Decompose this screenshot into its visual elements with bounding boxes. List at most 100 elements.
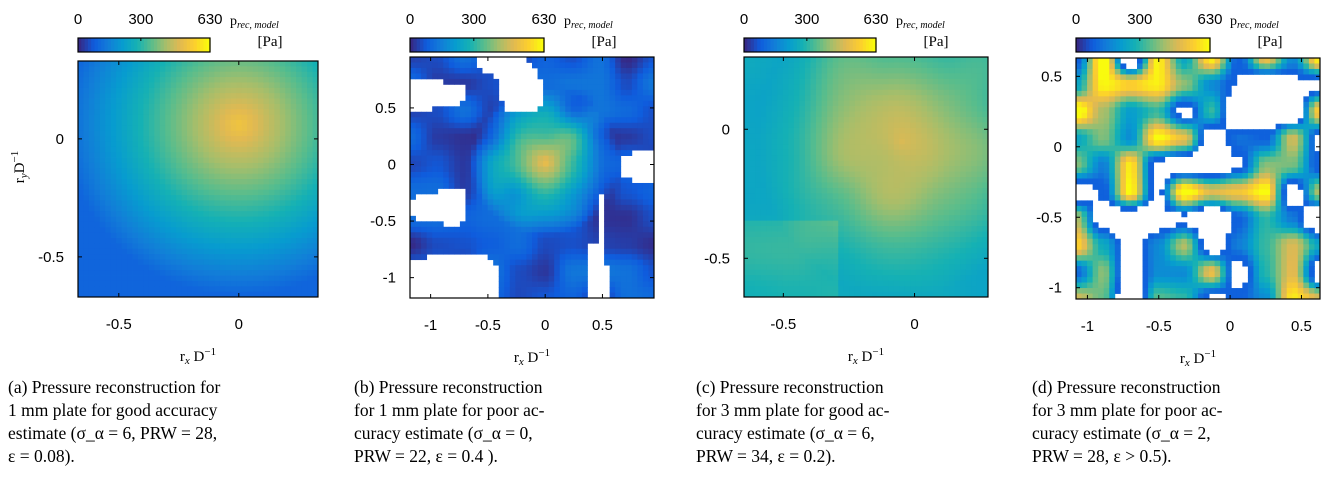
colorbar-swatch <box>520 38 525 52</box>
colorbar-swatch <box>829 38 834 52</box>
heatmap-cell <box>854 78 861 85</box>
heatmap-cell <box>626 106 633 113</box>
heatmap-cell <box>805 247 811 254</box>
heatmap-cell <box>116 146 123 153</box>
heatmap-cell <box>893 291 900 298</box>
heatmap-cell <box>132 259 139 266</box>
heatmap-cell <box>465 172 472 178</box>
heatmap-cell <box>121 264 128 271</box>
heatmap-cell <box>154 136 161 142</box>
heatmap-cell <box>816 78 823 85</box>
heatmap-cell <box>543 281 550 288</box>
heatmap-cell <box>554 177 561 184</box>
heatmap-cell <box>832 155 839 162</box>
heatmap-cell <box>301 109 308 116</box>
heatmap-cell <box>116 270 123 276</box>
heatmap-cell <box>132 184 139 191</box>
heatmap-cell <box>170 146 177 153</box>
heatmap-cell <box>170 61 177 67</box>
heatmap-cell <box>899 111 906 118</box>
heatmap-cell <box>471 78 477 85</box>
heatmap-cell <box>247 98 253 105</box>
heatmap-cell <box>526 122 533 129</box>
heatmap-cell <box>99 87 106 94</box>
heatmap-cell <box>241 243 248 250</box>
heatmap-cell <box>208 238 215 244</box>
heatmap-cell <box>83 125 90 132</box>
heatmap-cell <box>198 162 204 169</box>
heatmap-cell <box>116 114 123 121</box>
heatmap-cell <box>154 71 161 78</box>
heatmap-cell <box>799 182 806 189</box>
heatmap-cell <box>279 157 286 164</box>
heatmap-cell <box>827 269 834 276</box>
heatmap-cell <box>537 128 544 135</box>
heatmap-cell <box>548 106 555 113</box>
heatmap-cell <box>899 177 906 183</box>
heatmap-cell <box>581 292 588 299</box>
heatmap-cell <box>143 227 150 234</box>
heatmap-cell <box>593 204 599 211</box>
heatmap-cell <box>290 280 297 287</box>
heatmap-cell <box>268 98 275 105</box>
heatmap-cell <box>849 78 856 85</box>
heatmap-cell <box>604 73 611 80</box>
heatmap-cell <box>871 237 878 243</box>
heatmap-cell <box>766 160 773 167</box>
colorbar: 0 300 630 prec, model[Pa] <box>74 11 283 53</box>
heatmap-cell <box>849 166 856 172</box>
heatmap-cell <box>198 136 204 142</box>
heatmap-cell <box>860 62 867 69</box>
heatmap-cell <box>247 232 253 239</box>
heatmap-cell <box>777 253 784 260</box>
heatmap-cell <box>526 155 533 162</box>
heatmap-cell <box>843 133 850 140</box>
heatmap-cell <box>159 61 166 67</box>
heatmap-cell <box>615 73 622 80</box>
heatmap-cell <box>296 141 303 148</box>
heatmap-cell <box>805 62 811 69</box>
heatmap-cell <box>860 166 867 172</box>
heatmap-cell <box>307 77 313 83</box>
heatmap-cell <box>443 248 450 255</box>
heatmap-cell <box>88 130 95 137</box>
heatmap-cell <box>471 232 477 239</box>
heatmap-cell <box>219 114 226 121</box>
heatmap-cell <box>203 120 210 126</box>
heatmap-cell <box>159 280 166 287</box>
heatmap-cell <box>170 87 177 94</box>
colorbar-swatch <box>533 38 538 52</box>
heatmap-cell <box>241 61 248 67</box>
heatmap-cell <box>263 114 270 121</box>
heatmap-cell <box>504 215 511 222</box>
heatmap-cell <box>279 141 286 148</box>
heatmap-cell <box>631 204 638 211</box>
heatmap-cell <box>744 275 750 282</box>
heatmap-cell <box>192 270 199 276</box>
heatmap-cell <box>192 184 199 191</box>
heatmap-cell <box>782 122 789 129</box>
heatmap-cell <box>192 130 199 137</box>
heatmap-cell <box>871 220 878 227</box>
heatmap-cell <box>410 177 416 184</box>
heatmap-cell <box>788 247 795 254</box>
heatmap-cell <box>760 84 767 91</box>
heatmap-cell <box>849 177 856 183</box>
heatmap-cell <box>208 168 215 175</box>
heatmap-cell <box>744 160 750 167</box>
heatmap-cell <box>866 67 872 74</box>
heatmap-cell <box>877 122 884 129</box>
heatmap-cell <box>849 182 856 189</box>
heatmap-cell <box>127 61 133 67</box>
heatmap-cell <box>559 133 566 140</box>
heatmap-cell <box>755 127 762 134</box>
heatmap-cell <box>410 122 416 129</box>
heatmap-cell <box>843 149 850 156</box>
heatmap-cell <box>570 128 577 135</box>
heatmap-cell <box>127 130 133 137</box>
heatmap-cell <box>838 166 845 172</box>
heatmap-cell <box>116 264 123 271</box>
heatmap-cell <box>799 166 806 172</box>
heatmap-cell <box>843 231 850 238</box>
heatmap-cell <box>230 125 237 132</box>
